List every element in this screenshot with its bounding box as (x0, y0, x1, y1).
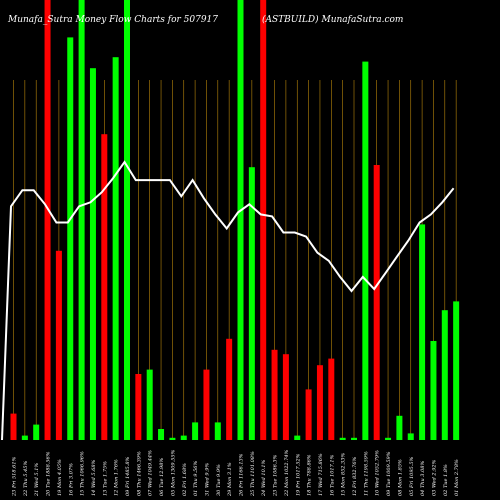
x-tick-label: 22 Thu 5.45% (23, 461, 29, 497)
bar (55, 250, 62, 440)
bar (248, 167, 255, 440)
x-tick-label: 04 Thu 3.08% (420, 461, 426, 496)
bar (373, 165, 380, 440)
x-tick-label: 19 Fri 1017.52% (295, 453, 301, 496)
x-tick-label: 09 Fri 1485.8% (125, 457, 131, 496)
x-tick-label: 23 Fri 518.61% (12, 457, 18, 497)
x-tick-label: 29 Mon 3.1% (227, 462, 233, 497)
bar (419, 224, 426, 440)
bar (328, 358, 335, 440)
x-tick-label: 08 Thu 1466.39% (136, 451, 142, 496)
x-tick-label: 22 Mon 1022.74% (284, 449, 290, 497)
x-tick-label: 21 Wed 5.1% (34, 463, 40, 497)
x-tick-label: 24 Wed 10.1% (261, 459, 267, 497)
x-tick-label: 18 Thu 788.86% (307, 454, 313, 496)
bar (203, 369, 210, 440)
bar (237, 0, 244, 440)
bar (214, 422, 221, 440)
bar (305, 389, 312, 440)
bar (44, 0, 51, 440)
bar (282, 354, 289, 440)
x-tick-label: 19 Mon 4.05% (57, 459, 63, 496)
x-tick-label: 20 Tue 1888.56% (46, 451, 52, 497)
bar (260, 0, 267, 440)
x-tick-label: 25 Thu 1101.08% (250, 451, 256, 497)
bar (316, 365, 323, 440)
bar (10, 413, 17, 440)
x-tick-label: 01 Thu 9.56% (193, 461, 199, 496)
bar (89, 68, 96, 440)
bar (67, 37, 74, 441)
x-tick-label: 02 Tue 1.8% (443, 464, 449, 496)
x-tick-label: 07 Wed 1049.44% (148, 450, 154, 496)
x-tick-label: 03 Wed 2.92% (431, 459, 437, 496)
x-tick-label: 02 Fri 1.68% (182, 463, 188, 496)
bar (158, 429, 165, 440)
chart-title-right: (ASTBUILD) MunafaSutra.com (262, 14, 403, 25)
bar (180, 435, 187, 440)
bars (10, 0, 460, 441)
bar (21, 435, 28, 440)
x-tick-label: 08 Mon 1.85% (397, 459, 403, 496)
bar (169, 437, 176, 440)
bar (101, 134, 108, 440)
x-axis-labels: 23 Fri 518.61% 22 Thu 5.45% 21 Wed 5.1% 20 … (12, 449, 461, 497)
x-tick-label: 06 Tue 12.98% (159, 458, 165, 496)
bar (339, 437, 346, 440)
x-tick-label: 12 Fri 832.76% (352, 457, 358, 496)
bar (112, 57, 119, 440)
x-tick-label: 17 Wed 715.86% (318, 453, 324, 496)
x-tick-label: 13 Tue 1.75% (102, 461, 108, 496)
x-tick-label: 05 Mon 1309.55% (170, 449, 176, 496)
x-tick-label: 12 Mon 1.76% (114, 459, 120, 496)
bar (294, 435, 301, 440)
bar (78, 0, 85, 440)
bar (135, 374, 142, 440)
x-tick-label: 14 Wed 5.68% (91, 459, 97, 496)
bar (396, 415, 403, 440)
x-tick-label: 16 Fri 3.07% (68, 463, 74, 496)
x-tick-label: 30 Tue 9.9% (216, 464, 222, 496)
x-tick-label: 15 Mon 852.33% (341, 453, 347, 496)
bar (124, 0, 130, 440)
x-tick-label: 23 Tue 1086.3% (273, 454, 279, 497)
bar (453, 301, 460, 440)
x-tick-label: 05 Fri 1095.5% (409, 457, 415, 496)
bar (430, 341, 437, 440)
bar (362, 61, 369, 440)
bar (441, 310, 448, 440)
bar (226, 338, 233, 440)
bar (192, 422, 199, 440)
bar (271, 349, 278, 440)
bar (407, 433, 414, 440)
x-tick-label: 16 Tue 1017.1% (329, 454, 335, 496)
bar (351, 437, 357, 440)
chart-title-left: Munafa_Sutra Money Flow Charts for 50791… (7, 15, 218, 25)
money-flow-line (1, 160, 455, 441)
x-tick-label: 11 Thu 1198.59% (363, 451, 369, 496)
x-tick-label: 09 Tue 1009.59% (386, 451, 392, 496)
x-tick-label: 26 Fri 1166.13% (239, 453, 245, 497)
bar (385, 437, 392, 440)
x-tick-label: 15 Thu 1066.96% (80, 451, 86, 496)
x-tick-label: 01 Mon 2.78% (454, 459, 460, 496)
bar (33, 424, 40, 440)
x-tick-label: 10 Wed 1052.79% (375, 450, 381, 496)
bar (146, 369, 153, 440)
x-tick-label: 31 Wed 9.9% (204, 463, 210, 496)
